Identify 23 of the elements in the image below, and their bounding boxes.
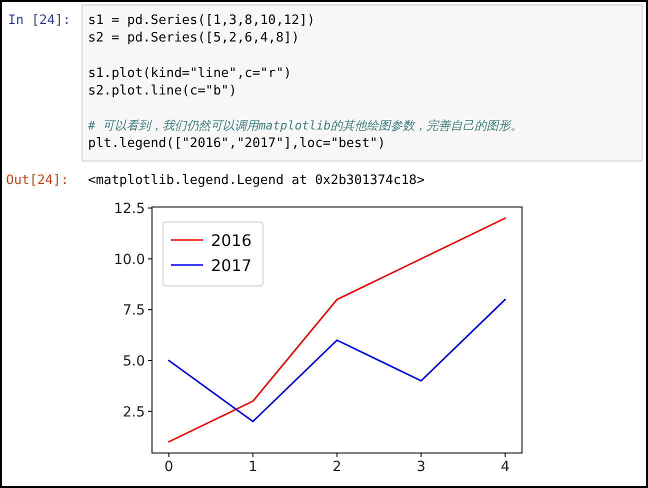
x-tick-label: 1 — [248, 459, 258, 475]
x-tick-label: 2 — [332, 459, 342, 475]
line-series — [168, 298, 506, 422]
y-tick-label: 5.0 — [122, 353, 145, 370]
text: In [24]: — [8, 13, 71, 28]
text: plt.legend(["2016","2017"],loc="best") — [88, 136, 386, 152]
y-tick-label: 12.5 — [114, 201, 145, 218]
text: Out[24]: — [6, 173, 69, 188]
text: s1.plot(kind="line",c="r") — [88, 66, 292, 81]
x-tick-label: 0 — [164, 459, 174, 475]
x-tick-label: 4 — [500, 459, 510, 475]
text: s1 = pd.Series([1,3,8,10,12]) — [88, 13, 315, 28]
text: s2.plot.line(c="b") — [88, 83, 237, 98]
legend-label: 2016 — [211, 231, 252, 250]
y-tick-label: 2.5 — [122, 404, 145, 420]
y-tick-label: 7.5 — [122, 302, 145, 319]
y-tick-label: 10.0 — [114, 252, 145, 268]
text: <matplotlib.legend.Legend at 0x2b301374c18> — [88, 173, 425, 188]
x-tick-label: 3 — [416, 459, 426, 475]
legend-label: 2017 — [211, 256, 252, 275]
text: s2 = pd.Series([5,2,6,4,8]) — [88, 30, 300, 46]
line-series — [168, 217, 506, 443]
text: # 可以看到，我们仍然可以调用matplotlib的其他绘图参数，完善自己的图形。 — [87, 118, 523, 133]
